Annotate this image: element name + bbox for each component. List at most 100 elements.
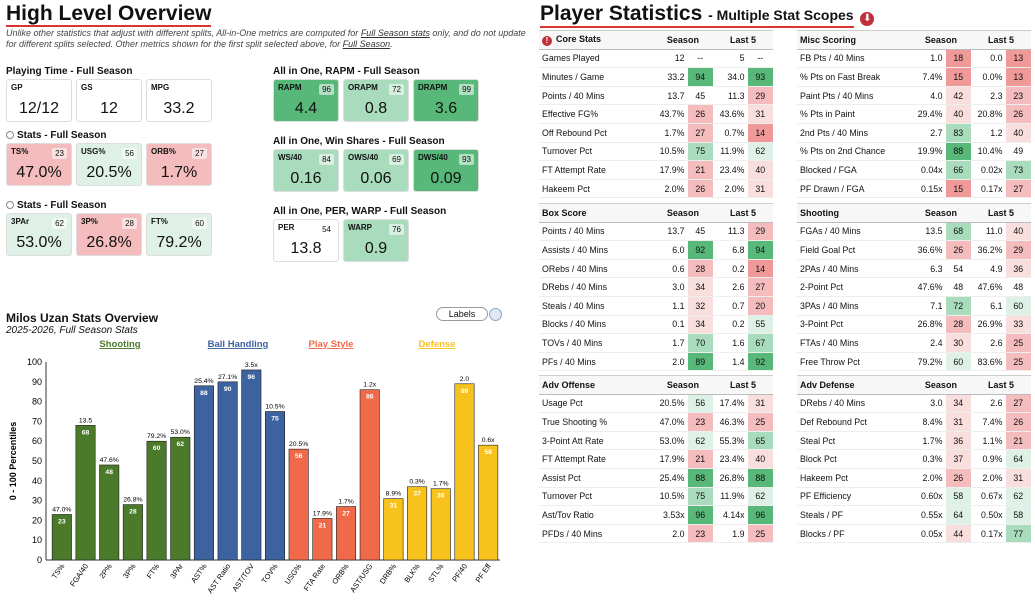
season-percentile: 30 (945, 333, 971, 353)
last5-value: 0.0 (970, 49, 1006, 69)
stat-card-value: 20.5% (86, 164, 132, 181)
stat-name: 2-Point Pct (797, 277, 911, 297)
last5-value: 1.2 (970, 123, 1006, 143)
season-value: 2.0% (652, 179, 688, 199)
last5-percentile: 31 (747, 104, 773, 124)
stat-card-percentile-badge: 54 (319, 224, 334, 235)
group-label-defense: Defense (419, 339, 456, 350)
alert-icon[interactable]: ! (542, 35, 552, 46)
stat-name: Hakeem Pct (797, 468, 911, 488)
bar-ast-usg[interactable] (359, 389, 380, 561)
last5-value: 1.4 (712, 352, 748, 372)
bar-pf-40[interactable] (454, 383, 475, 561)
last5-percentile: 93 (747, 67, 773, 87)
bar-3p-[interactable] (122, 504, 143, 561)
stat-card-label: MPG (151, 83, 170, 92)
bar-raw-label: 27.1% (218, 374, 237, 381)
stat-table-adv-defense: Adv Defense Season Last 5 DRebs / 40 Mins 3.… (797, 375, 1031, 544)
table-row: % Pts in Paint 29.4% 40 20.8% 26 (797, 104, 1031, 124)
stat-card-gp: GP 12/12 (6, 79, 72, 122)
bar-ast-[interactable] (193, 385, 214, 561)
stat-card-value: 0.8 (364, 100, 388, 117)
note-text-2: for different splits selected. Other met… (6, 39, 343, 49)
stat-card-value: 0.16 (290, 170, 322, 187)
table-row: Games Played 12 -- 5 -- (539, 49, 773, 69)
season-value: 1.1 (652, 296, 688, 316)
table-title: Box Score (539, 203, 653, 223)
stat-name: Assists / 40 Mins (539, 240, 653, 260)
last5-percentile: 23 (1005, 86, 1031, 106)
download-icon[interactable]: ⬇ (860, 12, 875, 26)
last5-percentile: 29 (1005, 240, 1031, 260)
table-row: TOVs / 40 Mins 1.7 70 1.6 67 (539, 333, 773, 353)
bar-raw-label: 2.0 (460, 376, 470, 383)
x-tick-label: AST/USG (348, 562, 374, 594)
last5-value: 11.9% (712, 142, 748, 162)
section-radio[interactable] (6, 131, 14, 139)
bar-percentile-label: 31 (390, 503, 398, 510)
bar-blk-[interactable] (407, 486, 428, 561)
stat-card-label: ORB% (151, 147, 176, 156)
bar-2p-[interactable] (99, 464, 120, 561)
table-header-row: ! Core Stats Season Last 5 (539, 30, 773, 50)
bar-3par[interactable] (170, 436, 191, 561)
table-header-row: Box Score Season Last 5 (539, 203, 773, 223)
season-value: 2.7 (910, 123, 946, 143)
last5-value: 1.6 (712, 333, 748, 353)
section-radio[interactable] (6, 201, 14, 209)
last5-percentile: 14 (747, 123, 773, 143)
bar-tov-[interactable] (264, 411, 286, 561)
bar-fta-rate[interactable] (312, 518, 333, 561)
last5-percentile: 73 (1005, 160, 1031, 180)
season-value: 26.8% (910, 315, 946, 335)
stat-name: Effective FG% (539, 104, 653, 124)
last5-percentile: 29 (747, 222, 773, 242)
bar-stl-[interactable] (430, 488, 451, 561)
bar-pf-eff[interactable] (478, 444, 499, 561)
last5-value: 7.4% (970, 412, 1006, 432)
stat-card-gs: GS 12 (76, 79, 142, 122)
stat-card-value: 79.2% (156, 234, 202, 251)
section-header-aio-per: All in One, PER, WARP - Full Season (273, 206, 446, 217)
last5-value: 6.8 (712, 240, 748, 260)
season-value: 2.4 (910, 333, 946, 353)
stat-card-orapm: ORAPM 72 0.8 (343, 79, 409, 122)
bar-ast-ratio[interactable] (217, 381, 238, 561)
last5-value: 6.1 (970, 296, 1006, 316)
last5-value: 0.17x (970, 524, 1006, 544)
labels-toggle-switch[interactable] (489, 308, 502, 321)
labels-toggle-button[interactable]: Labels (436, 307, 488, 321)
last5-percentile: 96 (747, 505, 773, 525)
bar-orb-[interactable] (336, 506, 357, 561)
season-percentile: -- (687, 49, 713, 69)
note-link-full-season-stats[interactable]: Full Season stats (360, 28, 430, 38)
last5-percentile: 62 (1005, 487, 1031, 507)
stat-name: 2nd Pts / 40 Mins (797, 123, 911, 143)
season-value: 1.7% (652, 123, 688, 143)
last5-value: 4.9 (970, 259, 1006, 279)
stat-card-rapm: RAPM 96 4.4 (273, 79, 339, 122)
y-tick-label: 20 (32, 515, 42, 525)
stat-name: 3-Point Pct (797, 315, 911, 335)
table-row: FT Attempt Rate 17.9% 21 23.4% 40 (539, 160, 773, 180)
stat-card-label: OWS/40 (348, 153, 379, 162)
bar-usg-[interactable] (288, 448, 309, 561)
stat-name: PFs / 40 Mins (539, 352, 653, 372)
bar-ts-[interactable] (51, 514, 72, 561)
bar-percentile-label: 27 (342, 511, 350, 518)
season-percentile: 27 (687, 123, 713, 143)
stat-name: PF Efficiency (797, 487, 911, 507)
col-header-last5: Last 5 (712, 30, 773, 50)
bar-ast-tov[interactable] (241, 369, 262, 561)
last5-percentile: 62 (747, 487, 773, 507)
table-row: 2-Point Pct 47.6% 48 47.6% 48 (797, 277, 1031, 297)
bar-ft-[interactable] (146, 440, 167, 561)
bar-fga-40[interactable] (75, 425, 96, 561)
note-link-full-season[interactable]: Full Season (342, 39, 391, 49)
season-value: 0.15x (910, 179, 946, 199)
last5-percentile: 62 (747, 142, 773, 162)
table-title-text: Adv Defense (800, 379, 855, 390)
stat-name: 3-Point Att Rate (539, 431, 653, 451)
last5-percentile: 58 (1005, 505, 1031, 525)
bar-drb-[interactable] (383, 498, 404, 561)
